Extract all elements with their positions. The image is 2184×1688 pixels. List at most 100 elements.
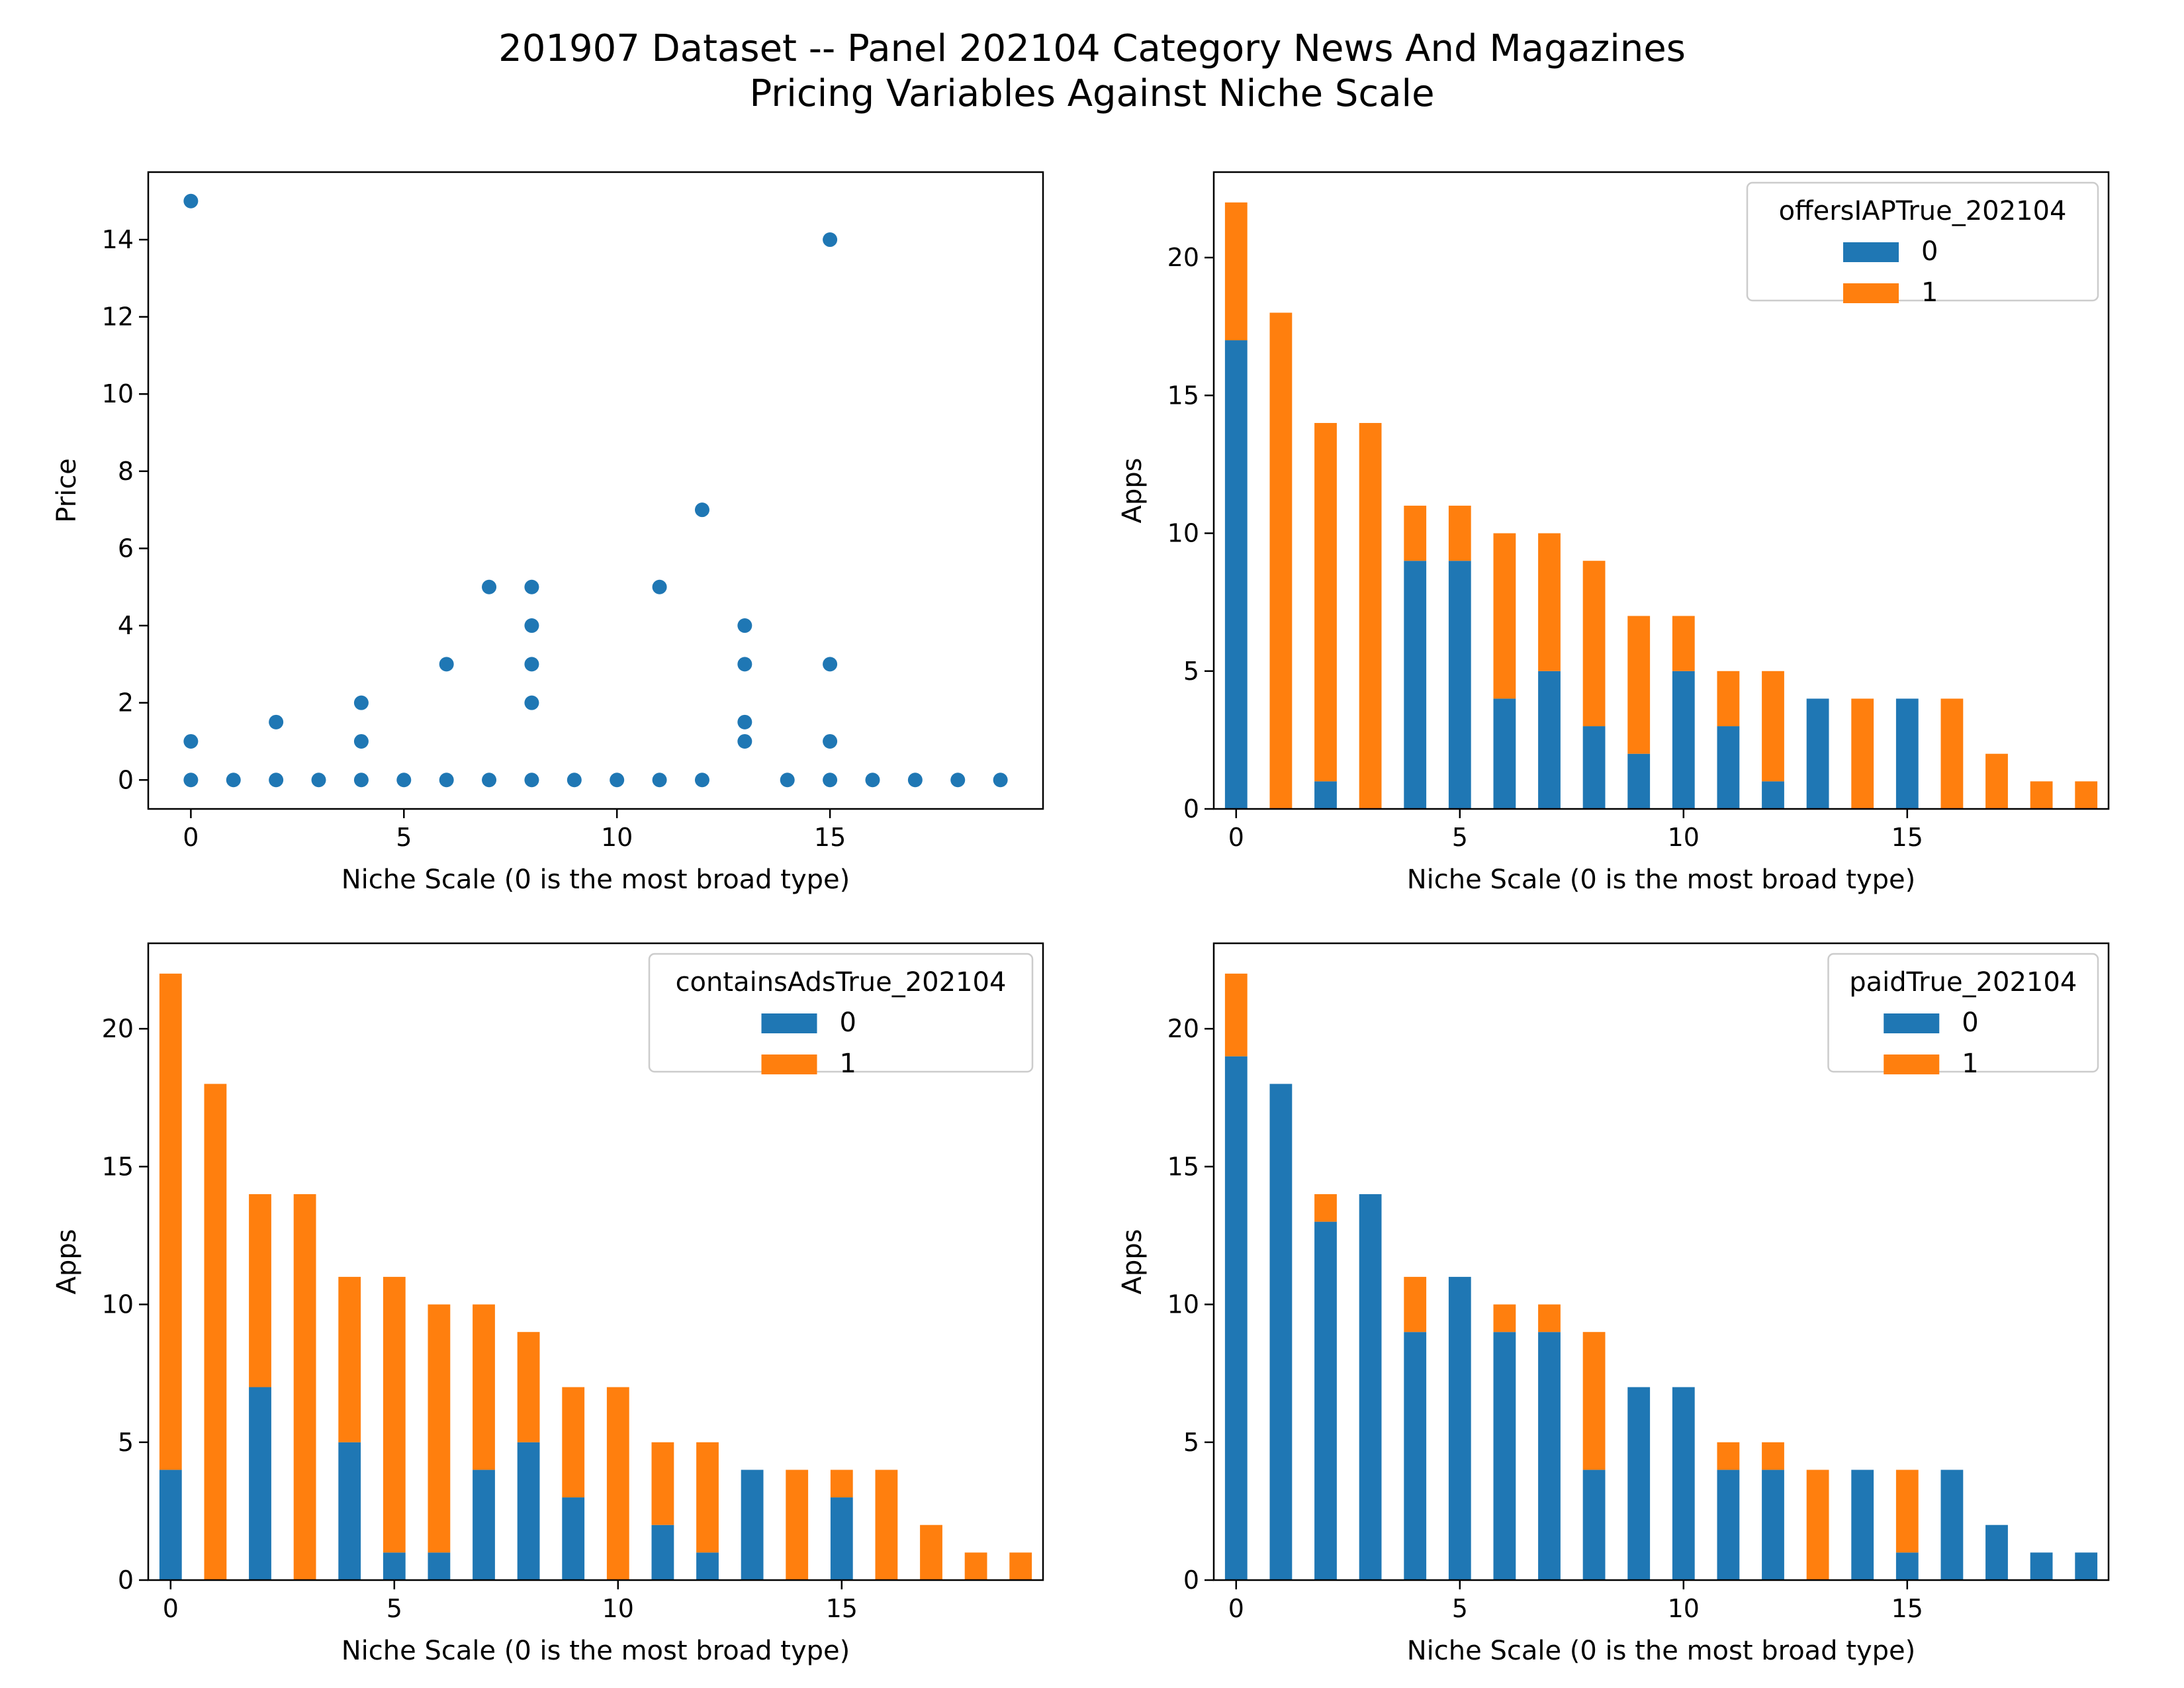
bar-segment-series-0 [830,1497,853,1580]
scatter-point [524,773,539,788]
scatter-point [652,579,667,594]
bar-segment-series-0 [1448,561,1471,809]
bar-segment-series-0 [517,1442,540,1580]
apps-ytick-label: 20 [1167,243,1199,272]
scatter-point [993,773,1008,788]
price-ytick-label: 8 [118,457,134,486]
bar-segment-series-0 [651,1524,674,1580]
price-ytick-label: 6 [118,534,134,563]
bar-segment-series-1 [1224,202,1248,341]
bar-segment-series-1 [696,1442,719,1553]
figure-title-line2: Pricing Variables Against Niche Scale [749,72,1434,115]
price-xtick-label: 0 [183,823,199,852]
apps-xtick-label: 15 [1891,823,1923,852]
bar-segment-series-1 [1404,1276,1427,1333]
legend-label-1: 1 [1962,1049,1978,1079]
scatter-point [353,695,369,710]
scatter-point [439,773,454,788]
bar-segment-series-1 [562,1387,585,1498]
scatter-point [524,618,539,633]
apps-ytick-label: 10 [102,1290,134,1319]
scatter-point [183,773,199,788]
apps-xtick-label: 5 [387,1594,402,1623]
bar-segment-series-0 [428,1552,451,1580]
bar-segment-series-1 [651,1442,674,1525]
bar-segment-series-0 [1672,671,1695,809]
bar-segment-series-1 [1717,671,1740,727]
apps-xtick-label: 5 [1452,823,1468,852]
bar-segment-series-1 [1806,1470,1829,1580]
legend-label-1: 1 [1921,277,1938,308]
scatter-point [269,714,284,729]
bar-segment-series-0 [1806,698,1829,809]
scatter-point [482,579,497,594]
price-xtick-label: 15 [814,823,846,852]
apps-xtick-label: 0 [1228,1594,1244,1623]
bar-segment-series-1 [159,973,182,1470]
scatter-point [737,733,752,749]
bar-segment-series-0 [338,1442,361,1580]
price-ytick-label: 0 [118,765,134,794]
scatter-point [353,733,369,749]
apps-xtick-label: 15 [1891,1594,1923,1623]
bar-segment-series-0 [159,1470,182,1580]
bar-segment-series-0 [562,1497,585,1580]
bar-segment-series-0 [1493,1332,1516,1580]
bar-segment-series-1 [1448,505,1471,561]
legend-title: containsAdsTrue_202104 [676,967,1007,998]
legend-swatch-1 [1884,1055,1940,1074]
legend-swatch-0 [1884,1013,1940,1033]
bar-segment-series-1 [1851,698,1874,809]
legend-swatch-0 [1843,242,1899,262]
legend-swatch-1 [761,1055,817,1074]
bar-segment-series-0 [1224,340,1248,809]
apps-ytick-label: 5 [1183,657,1199,686]
bar-segment-series-0 [249,1387,271,1580]
apps-ytick-label: 10 [1167,1290,1199,1319]
bar-segment-series-0 [1762,781,1784,809]
bar-segment-series-1 [428,1304,451,1553]
apps-ytick-label: 10 [1167,519,1199,548]
apps-ytick-label: 5 [1183,1428,1199,1457]
bar-segment-series-0 [1762,1470,1784,1580]
bar-segment-series-0 [1717,726,1740,809]
scatter-point [396,773,412,788]
apps-xtick-label: 15 [826,1594,858,1623]
apps-xtick-label: 10 [602,1594,634,1623]
bar-segment-series-0 [1985,1524,2008,1580]
bar-segment-series-1 [1269,312,1293,809]
bar-segment-series-0 [1717,1470,1740,1580]
bar-segment-series-0 [1269,1084,1293,1580]
price-ytick-label: 14 [102,225,134,254]
price-xlabel: Niche Scale (0 is the most broad type) [341,865,850,895]
bar-segment-series-0 [1895,698,1919,809]
bar-segment-series-1 [1895,1470,1919,1553]
bar-segment-series-0 [1672,1387,1695,1580]
bar-segment-series-1 [964,1552,987,1580]
apps-ylabel: Apps [1117,1229,1148,1295]
price-xtick-label: 10 [601,823,633,852]
figure-title-line1: 201907 Dataset -- Panel 202104 Category … [498,27,1686,70]
axes-frame [147,171,1044,810]
bar-segment-series-0 [473,1470,495,1580]
scatter-panel-price: 0 2 4 6 8 10 12 14 0 5 10 15 Niche Scale (0 is the m… [52,171,1044,895]
price-ytick-label: 10 [102,379,134,408]
bar-segment-series-1 [293,1194,316,1580]
bar-segment-series-0 [1582,1470,1606,1580]
bar-segment-series-0 [1538,1332,1561,1580]
scatter-point [482,773,497,788]
legend-label-0: 0 [1921,236,1938,267]
bar-segment-series-1 [1493,533,1516,699]
bar-segment-series-0 [1538,671,1561,809]
legend-box [648,953,1034,1073]
scatter-point [737,657,752,672]
apps-ylabel: Apps [52,1229,82,1295]
bar-segment-series-1 [830,1470,853,1498]
apps-ytick-label: 5 [118,1428,134,1457]
bar-segment-series-0 [696,1552,719,1580]
bar-segment-series-0 [1224,1056,1248,1580]
apps-xlabel: Niche Scale (0 is the most broad type) [341,1636,850,1666]
scatter-point [567,773,582,788]
